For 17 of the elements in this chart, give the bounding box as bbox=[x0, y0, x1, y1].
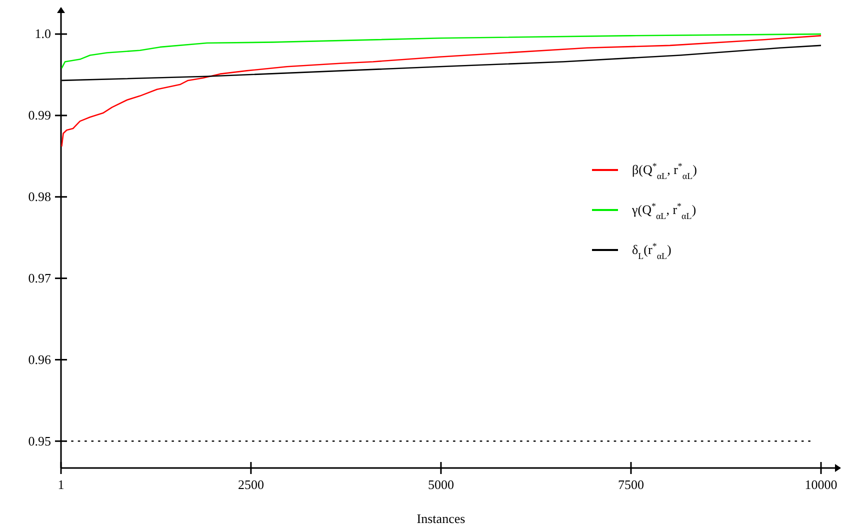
legend-label: δ$_{L}$(r$^{*}$$_{αL}$) bbox=[632, 241, 672, 261]
x-tick-label: 10000 bbox=[804, 477, 838, 492]
y-tick-label: 0.96 bbox=[28, 352, 52, 367]
y-tick-label: 0.97 bbox=[28, 270, 52, 286]
x-tick-label: 1 bbox=[58, 477, 64, 492]
legend-label: β(Q$^{*}$$_{αL}$, r$^{*}$$_{αL}$) bbox=[632, 161, 697, 181]
y-tick-label: 0.95 bbox=[28, 433, 51, 448]
legend-label: γ(Q$^{*}$$_{αL}$, r$^{*}$$_{αL}$) bbox=[631, 201, 696, 221]
y-tick-label: 1.0 bbox=[34, 26, 51, 42]
x-axis-title: Instances bbox=[416, 511, 466, 526]
y-tick-label: 0.99 bbox=[28, 108, 51, 123]
x-tick-label: 2500 bbox=[238, 477, 264, 492]
line-series bbox=[61, 33, 822, 69]
x-tick-label: 7500 bbox=[618, 477, 644, 492]
line-series bbox=[61, 35, 822, 148]
y-tick-label: 0.98 bbox=[28, 189, 51, 204]
x-tick-label: 5000 bbox=[428, 477, 454, 492]
